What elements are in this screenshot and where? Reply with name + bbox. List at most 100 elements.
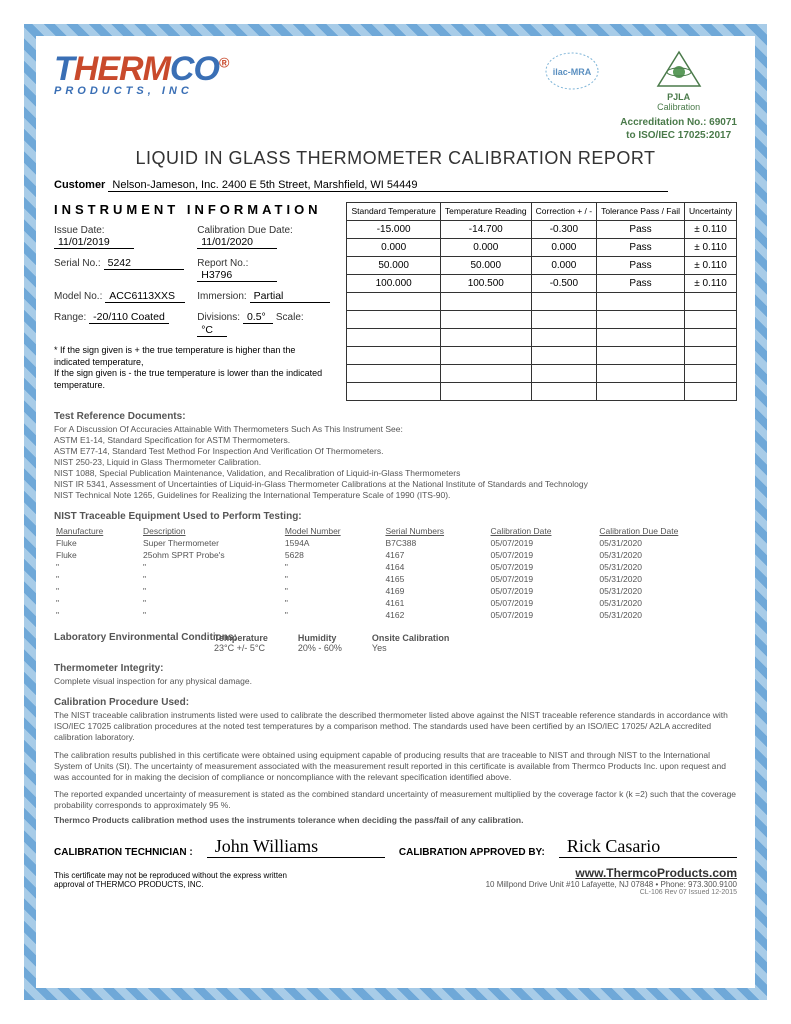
procedure-p4: Thermco Products calibration method uses… <box>54 815 737 826</box>
ref-line: NIST 250-23, Liquid in Glass Thermometer… <box>54 457 737 468</box>
table-row <box>347 311 737 329</box>
report-label: Report No.: <box>197 258 248 269</box>
page: THERMCO® PRODUCTS, INC ilac-MRA PJLA Cal… <box>0 0 791 1024</box>
svg-text:ilac-MRA: ilac-MRA <box>553 67 592 77</box>
pjla-label: PJLA <box>620 92 737 102</box>
pjla-badge: PJLA Calibration Accreditation No.: 6907… <box>620 50 737 142</box>
scale-value: °C <box>197 324 227 337</box>
sign-note: * If the sign given is + the true temper… <box>54 345 330 392</box>
calibration-table: Standard Temperature Temperature Reading… <box>346 202 737 401</box>
table-row <box>347 383 737 401</box>
cal-due-label: Calibration Due Date: <box>197 225 330 236</box>
serial-value: 5242 <box>104 257 184 270</box>
accred-line2: to ISO/IEC 17025:2017 <box>620 129 737 142</box>
cal-due: 11/01/2020 <box>197 236 277 249</box>
thermco-logo: THERMCO® PRODUCTS, INC <box>54 50 228 97</box>
divisions-label: Divisions: <box>197 312 240 323</box>
col-uncertainty: Uncertainty <box>685 203 737 221</box>
ref-line: ASTM E77-14, Standard Test Method For In… <box>54 446 737 457</box>
immersion-label: Immersion: <box>197 291 246 302</box>
accred-line1: Accreditation No.: 69071 <box>620 116 737 129</box>
col-correction: Correction + / - <box>531 203 596 221</box>
logo-letter: T <box>54 50 74 88</box>
customer-row: Customer Nelson-Jameson, Inc. 2400 E 5th… <box>54 179 737 192</box>
ref-line: NIST IR 5341, Assessment of Uncertaintie… <box>54 479 737 490</box>
env-hum-label: Humidity <box>298 633 337 643</box>
issue-date: 11/01/2019 <box>54 236 134 249</box>
pjla-sublabel: Calibration <box>620 102 737 112</box>
integrity-text: Complete visual inspection for any physi… <box>54 676 737 687</box>
table-header-row: Standard Temperature Temperature Reading… <box>347 203 737 221</box>
equip-header-row: ManufactureDescriptionModel NumberSerial… <box>56 526 735 536</box>
equip-row: """416405/07/201905/31/2020 <box>56 562 735 572</box>
table-row <box>347 365 737 383</box>
model-label: Model No.: <box>54 291 102 302</box>
logo-end: CO <box>170 50 219 88</box>
table-row <box>347 347 737 365</box>
pjla-icon <box>654 50 704 90</box>
header-row: THERMCO® PRODUCTS, INC ilac-MRA PJLA Cal… <box>54 50 737 142</box>
footer-addr: 10 Millpond Drive Unit #10 Lafayette, NJ… <box>486 880 737 889</box>
procedure-p3: The reported expanded uncertainty of mea… <box>54 789 737 811</box>
equip-header: NIST Traceable Equipment Used to Perform… <box>54 511 737 522</box>
col-std-temp: Standard Temperature <box>347 203 440 221</box>
procedure-p2: The calibration results published in thi… <box>54 750 737 783</box>
footer-row: This certificate may not be reproduced w… <box>54 866 737 889</box>
appr-signature: Rick Casario <box>559 836 737 858</box>
equip-row: FlukeSuper Thermometer1594AB7C38805/07/2… <box>56 538 735 548</box>
equip-table: ManufactureDescriptionModel NumberSerial… <box>54 524 737 622</box>
certificate-frame: THERMCO® PRODUCTS, INC ilac-MRA PJLA Cal… <box>24 24 767 1000</box>
instrument-header: INSTRUMENT INFORMATION <box>54 202 330 217</box>
table-row: -15.000-14.700-0.300Pass± 0.110 <box>347 221 737 239</box>
customer-label: Customer <box>54 179 105 191</box>
equip-row: """416105/07/201905/31/2020 <box>56 598 735 608</box>
equip-row: """416505/07/201905/31/2020 <box>56 574 735 584</box>
col-tolerance: Tolerance Pass / Fail <box>597 203 685 221</box>
sign-note-1: * If the sign given is + the true temper… <box>54 345 330 368</box>
main-columns: INSTRUMENT INFORMATION Issue Date: 11/01… <box>54 202 737 401</box>
scale-label: Scale: <box>276 312 304 323</box>
tech-signature: John Williams <box>207 836 385 858</box>
refs-header: Test Reference Documents: <box>54 411 737 422</box>
env-header: Laboratory Environmental Conditions: <box>54 632 237 643</box>
footer-url: www.ThermcoProducts.com <box>486 866 737 880</box>
integrity-header: Thermometer Integrity: <box>54 663 737 674</box>
table-row <box>347 293 737 311</box>
form-code: CL-106 Rev 07 Issued 12-2015 <box>54 889 737 896</box>
equip-row: """416205/07/201905/31/2020 <box>56 610 735 620</box>
procedure-p1: The NIST traceable calibration instrumen… <box>54 710 737 743</box>
table-row <box>347 329 737 347</box>
ilac-badge: ilac-MRA <box>544 50 600 94</box>
equip-row: Fluke25ohm SPRT Probe's5628416705/07/201… <box>56 550 735 560</box>
env-temp: 23°C +/- 5°C <box>214 643 265 653</box>
immersion-value: Partial <box>250 290 330 303</box>
equip-row: """416905/07/201905/31/2020 <box>56 586 735 596</box>
ref-line: NIST 1088, Special Publication Maintenan… <box>54 468 737 479</box>
range-label: Range: <box>54 312 86 323</box>
ref-line: For A Discussion Of Accuracies Attainabl… <box>54 424 737 435</box>
env-onsite: Yes <box>372 643 387 653</box>
instrument-info: INSTRUMENT INFORMATION Issue Date: 11/01… <box>54 202 330 401</box>
env-temp-label: Temperature <box>214 633 268 643</box>
tech-label: CALIBRATION TECHNICIAN : <box>54 847 193 858</box>
registered-icon: ® <box>219 55 228 71</box>
repro-notice: This certificate may not be reproduced w… <box>54 871 314 889</box>
ref-line: ASTM E1-14, Standard Specification for A… <box>54 435 737 446</box>
env-row: Temperature23°C +/- 5°C Humidity20% - 60… <box>214 633 737 653</box>
table-row: 50.00050.0000.000Pass± 0.110 <box>347 257 737 275</box>
refs-body: For A Discussion Of Accuracies Attainabl… <box>54 424 737 501</box>
signature-row: CALIBRATION TECHNICIAN : John Williams C… <box>54 836 737 858</box>
table-row: 100.000100.500-0.500Pass± 0.110 <box>347 275 737 293</box>
report-value: H3796 <box>197 269 277 282</box>
divisions-value: 0.5° <box>243 311 273 324</box>
ilac-icon: ilac-MRA <box>544 50 600 92</box>
range-value: -20/110 Coated <box>89 311 169 324</box>
logo-mid: HERM <box>74 50 170 88</box>
serial-label: Serial No.: <box>54 258 101 269</box>
ref-line: NIST Technical Note 1265, Guidelines for… <box>54 490 737 501</box>
appr-label: CALIBRATION APPROVED BY: <box>399 847 545 858</box>
customer-value: Nelson-Jameson, Inc. 2400 E 5th Street, … <box>108 179 668 192</box>
table-row: 0.0000.0000.000Pass± 0.110 <box>347 239 737 257</box>
issue-date-label: Issue Date: <box>54 225 187 236</box>
model-value: ACC6113XXS <box>105 290 185 303</box>
